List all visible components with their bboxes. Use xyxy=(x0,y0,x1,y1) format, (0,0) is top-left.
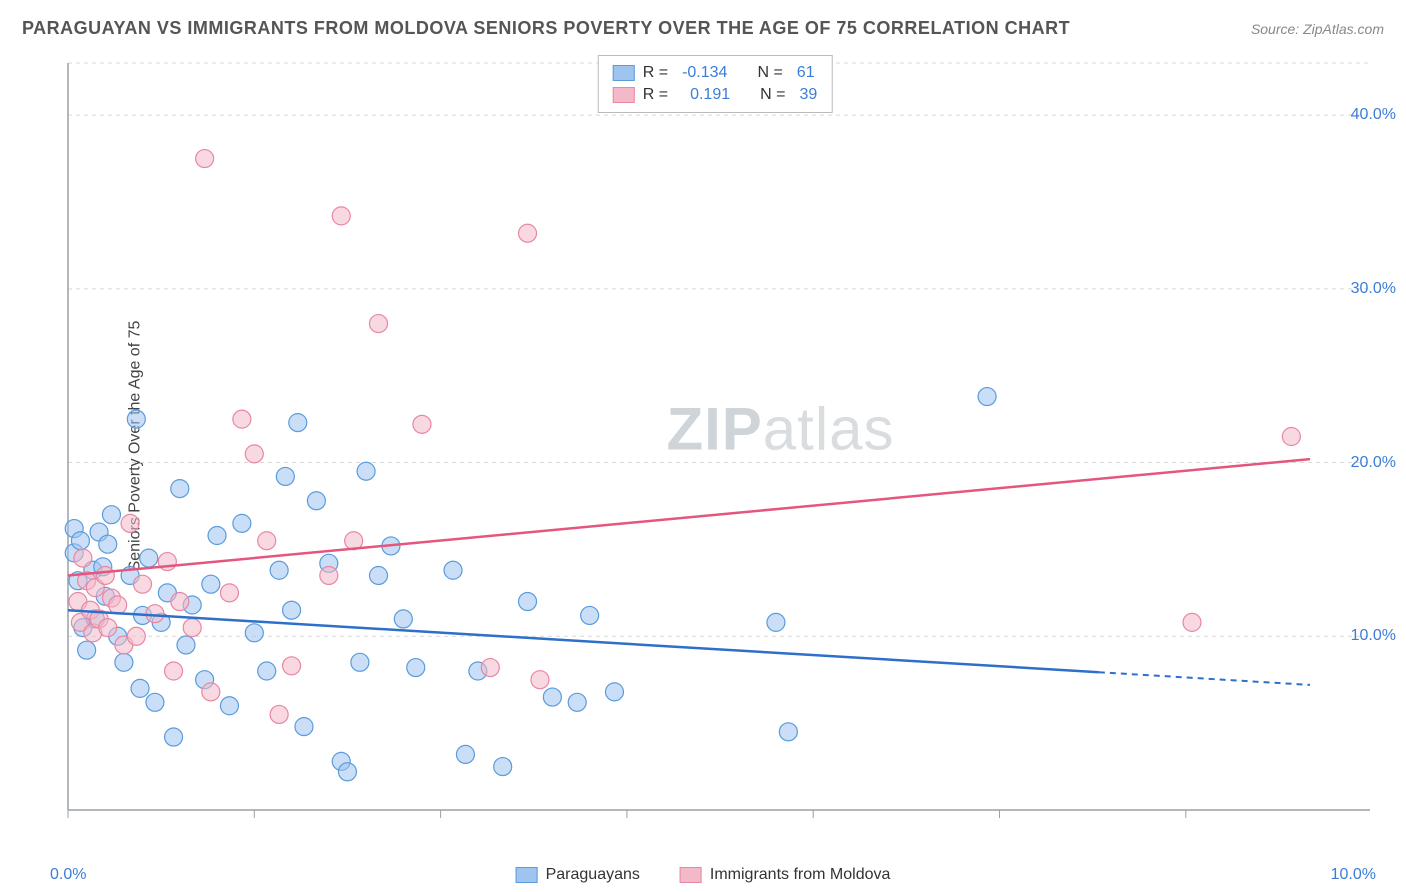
legend-row-paraguayans: R = -0.134 N = 61 xyxy=(613,62,818,84)
scatter-plot xyxy=(60,55,1370,835)
legend-row-moldova: R = 0.191 N = 39 xyxy=(613,84,818,106)
y-tick-label: 20.0% xyxy=(1351,454,1396,472)
x-axis-end-label: 10.0% xyxy=(1331,866,1376,884)
chart-title: PARAGUAYAN VS IMMIGRANTS FROM MOLDOVA SE… xyxy=(22,18,1070,39)
y-tick-label: 10.0% xyxy=(1351,627,1396,645)
x-axis-start-label: 0.0% xyxy=(50,866,86,884)
swatch-moldova-icon xyxy=(680,867,702,883)
source-label: Source: ZipAtlas.com xyxy=(1251,21,1384,37)
y-tick-label: 40.0% xyxy=(1351,106,1396,124)
swatch-moldova xyxy=(613,87,635,103)
header: PARAGUAYAN VS IMMIGRANTS FROM MOLDOVA SE… xyxy=(22,18,1384,39)
legend-item-paraguayans: Paraguayans xyxy=(516,866,640,884)
correlation-legend: R = -0.134 N = 61 R = 0.191 N = 39 xyxy=(598,55,833,113)
chart-area: ZIPatlas R = -0.134 N = 61 R = 0.191 N =… xyxy=(60,55,1370,835)
series-legend: Paraguayans Immigrants from Moldova xyxy=(516,866,891,884)
swatch-paraguayans-icon xyxy=(516,867,538,883)
swatch-paraguayans xyxy=(613,65,635,81)
y-tick-label: 30.0% xyxy=(1351,280,1396,298)
legend-item-moldova: Immigrants from Moldova xyxy=(680,866,891,884)
